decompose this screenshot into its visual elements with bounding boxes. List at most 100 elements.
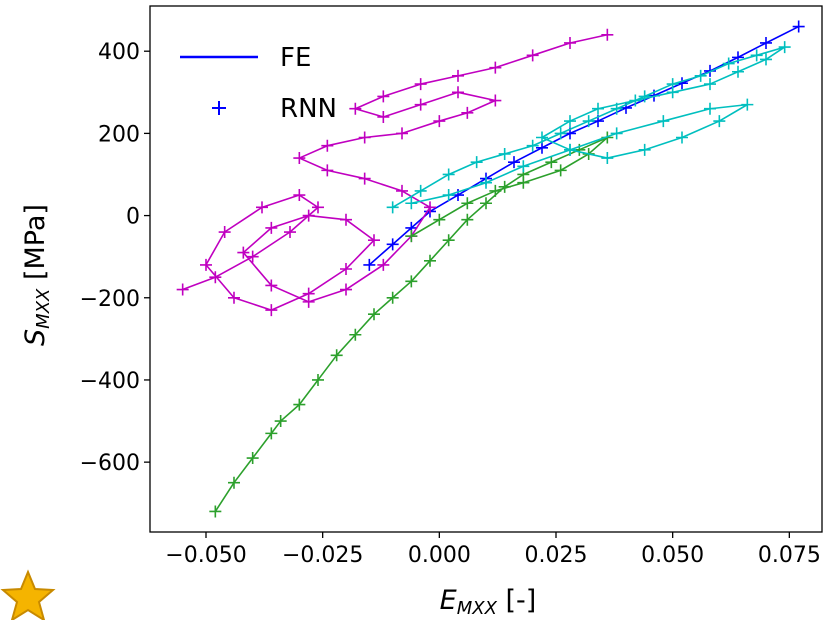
rnn-point	[209, 271, 222, 284]
rnn-point	[302, 295, 315, 308]
rnn-point	[330, 349, 343, 362]
rnn-point	[442, 189, 455, 202]
rnn-point	[792, 20, 805, 33]
rnn-point	[704, 102, 716, 115]
data-series	[176, 28, 614, 317]
rnn-point	[629, 94, 642, 107]
rnn-point	[536, 141, 548, 154]
rnn-point	[414, 78, 427, 91]
rnn-point	[713, 115, 726, 128]
y-axis-ticks: 400 200 0 −200 −400 −600	[80, 40, 150, 476]
legend-rnn-marker	[212, 101, 226, 115]
x-tick-label: 0.000	[408, 543, 471, 568]
rnn-point	[461, 106, 474, 119]
y-tick-label: −200	[80, 287, 140, 312]
rnn-point	[470, 156, 483, 169]
rnn-point	[657, 115, 670, 128]
rnn-point	[564, 36, 576, 49]
star-logo	[0, 569, 56, 620]
legend-label-fe: FE	[280, 43, 311, 73]
rnn-point	[564, 143, 576, 156]
y-tick-label: −600	[80, 451, 140, 476]
rnn-point	[480, 197, 492, 210]
rnn-point	[405, 197, 418, 210]
rnn-point	[461, 213, 474, 226]
rnn-point	[601, 28, 614, 41]
rnn-point	[760, 53, 772, 66]
y-tick-label: −400	[80, 369, 140, 394]
rnn-point	[592, 102, 604, 115]
rnn-point	[386, 238, 399, 251]
rnn-point	[526, 139, 539, 152]
x-axis-label: EMXX [-]	[440, 585, 537, 619]
rnn-point	[741, 98, 754, 111]
rnn-point	[209, 505, 222, 518]
rnn-point	[722, 57, 735, 70]
rnn-point	[265, 427, 278, 440]
rnn-point	[489, 184, 502, 197]
plot-frame	[149, 5, 823, 533]
rnn-point	[638, 143, 651, 156]
x-tick-label: −0.025	[282, 543, 363, 568]
rnn-point	[246, 250, 259, 263]
rnn-point	[526, 49, 539, 62]
rnn-point	[176, 283, 189, 296]
rnn-point	[433, 115, 446, 128]
rnn-point	[246, 452, 259, 465]
rnn-point	[265, 304, 278, 317]
rnn-point	[666, 86, 679, 99]
rnn-point	[302, 209, 315, 222]
rnn-point	[363, 258, 376, 271]
y-tick-label: 400	[98, 40, 140, 65]
rnn-point	[424, 254, 436, 267]
rnn-point	[293, 189, 306, 202]
rnn-point	[554, 127, 567, 140]
rnn-point	[442, 168, 455, 181]
rnn-point	[228, 476, 240, 489]
rnn-point	[377, 258, 390, 271]
rnn-point	[517, 160, 530, 173]
rnn-point	[536, 131, 548, 144]
rnn-point	[312, 373, 324, 386]
rnn-point	[554, 164, 567, 177]
y-tick-label: 200	[98, 122, 140, 147]
rnn-point	[293, 398, 306, 411]
rnn-point	[480, 176, 492, 189]
x-tick-label: 0.075	[758, 543, 821, 568]
rnn-point	[517, 176, 530, 189]
rnn-point	[545, 156, 558, 169]
y-tick-label: 0	[126, 205, 140, 230]
y-axis-label: SMXX [MPa]	[20, 204, 54, 346]
rnn-point	[312, 201, 324, 214]
rnn-point	[368, 234, 380, 247]
rnn-point	[638, 90, 651, 103]
rnn-point	[564, 115, 576, 128]
rnn-point	[386, 291, 399, 304]
rnn-point	[237, 246, 250, 259]
rnn-point	[433, 213, 446, 226]
rnn-point	[610, 102, 623, 115]
rnn-point	[732, 65, 744, 78]
rnn-point	[760, 36, 772, 49]
rnn-point	[452, 86, 464, 99]
rnn-point	[340, 283, 352, 296]
fe-series-line	[214, 136, 609, 512]
rnn-point	[414, 184, 427, 197]
rnn-point	[377, 110, 390, 123]
rnn-point	[601, 152, 614, 165]
rnn-point	[349, 328, 362, 341]
rnn-point	[461, 197, 474, 210]
rnn-point	[750, 49, 763, 62]
rnn-point	[293, 152, 306, 165]
legend-label-rnn: RNN	[280, 94, 337, 124]
rnn-point	[489, 94, 502, 107]
rnn-point	[256, 201, 268, 214]
rnn-point	[442, 234, 455, 247]
x-tick-label: 0.050	[641, 543, 704, 568]
rnn-point	[265, 279, 278, 292]
rnn-point	[489, 61, 502, 74]
x-tick-label: 0.025	[525, 543, 588, 568]
rnn-point	[676, 131, 688, 144]
rnn-point	[778, 41, 791, 54]
